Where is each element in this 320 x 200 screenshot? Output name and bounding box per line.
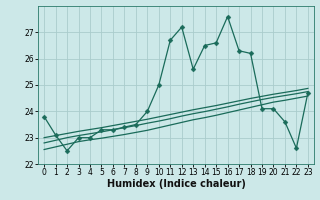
X-axis label: Humidex (Indice chaleur): Humidex (Indice chaleur) <box>107 179 245 189</box>
